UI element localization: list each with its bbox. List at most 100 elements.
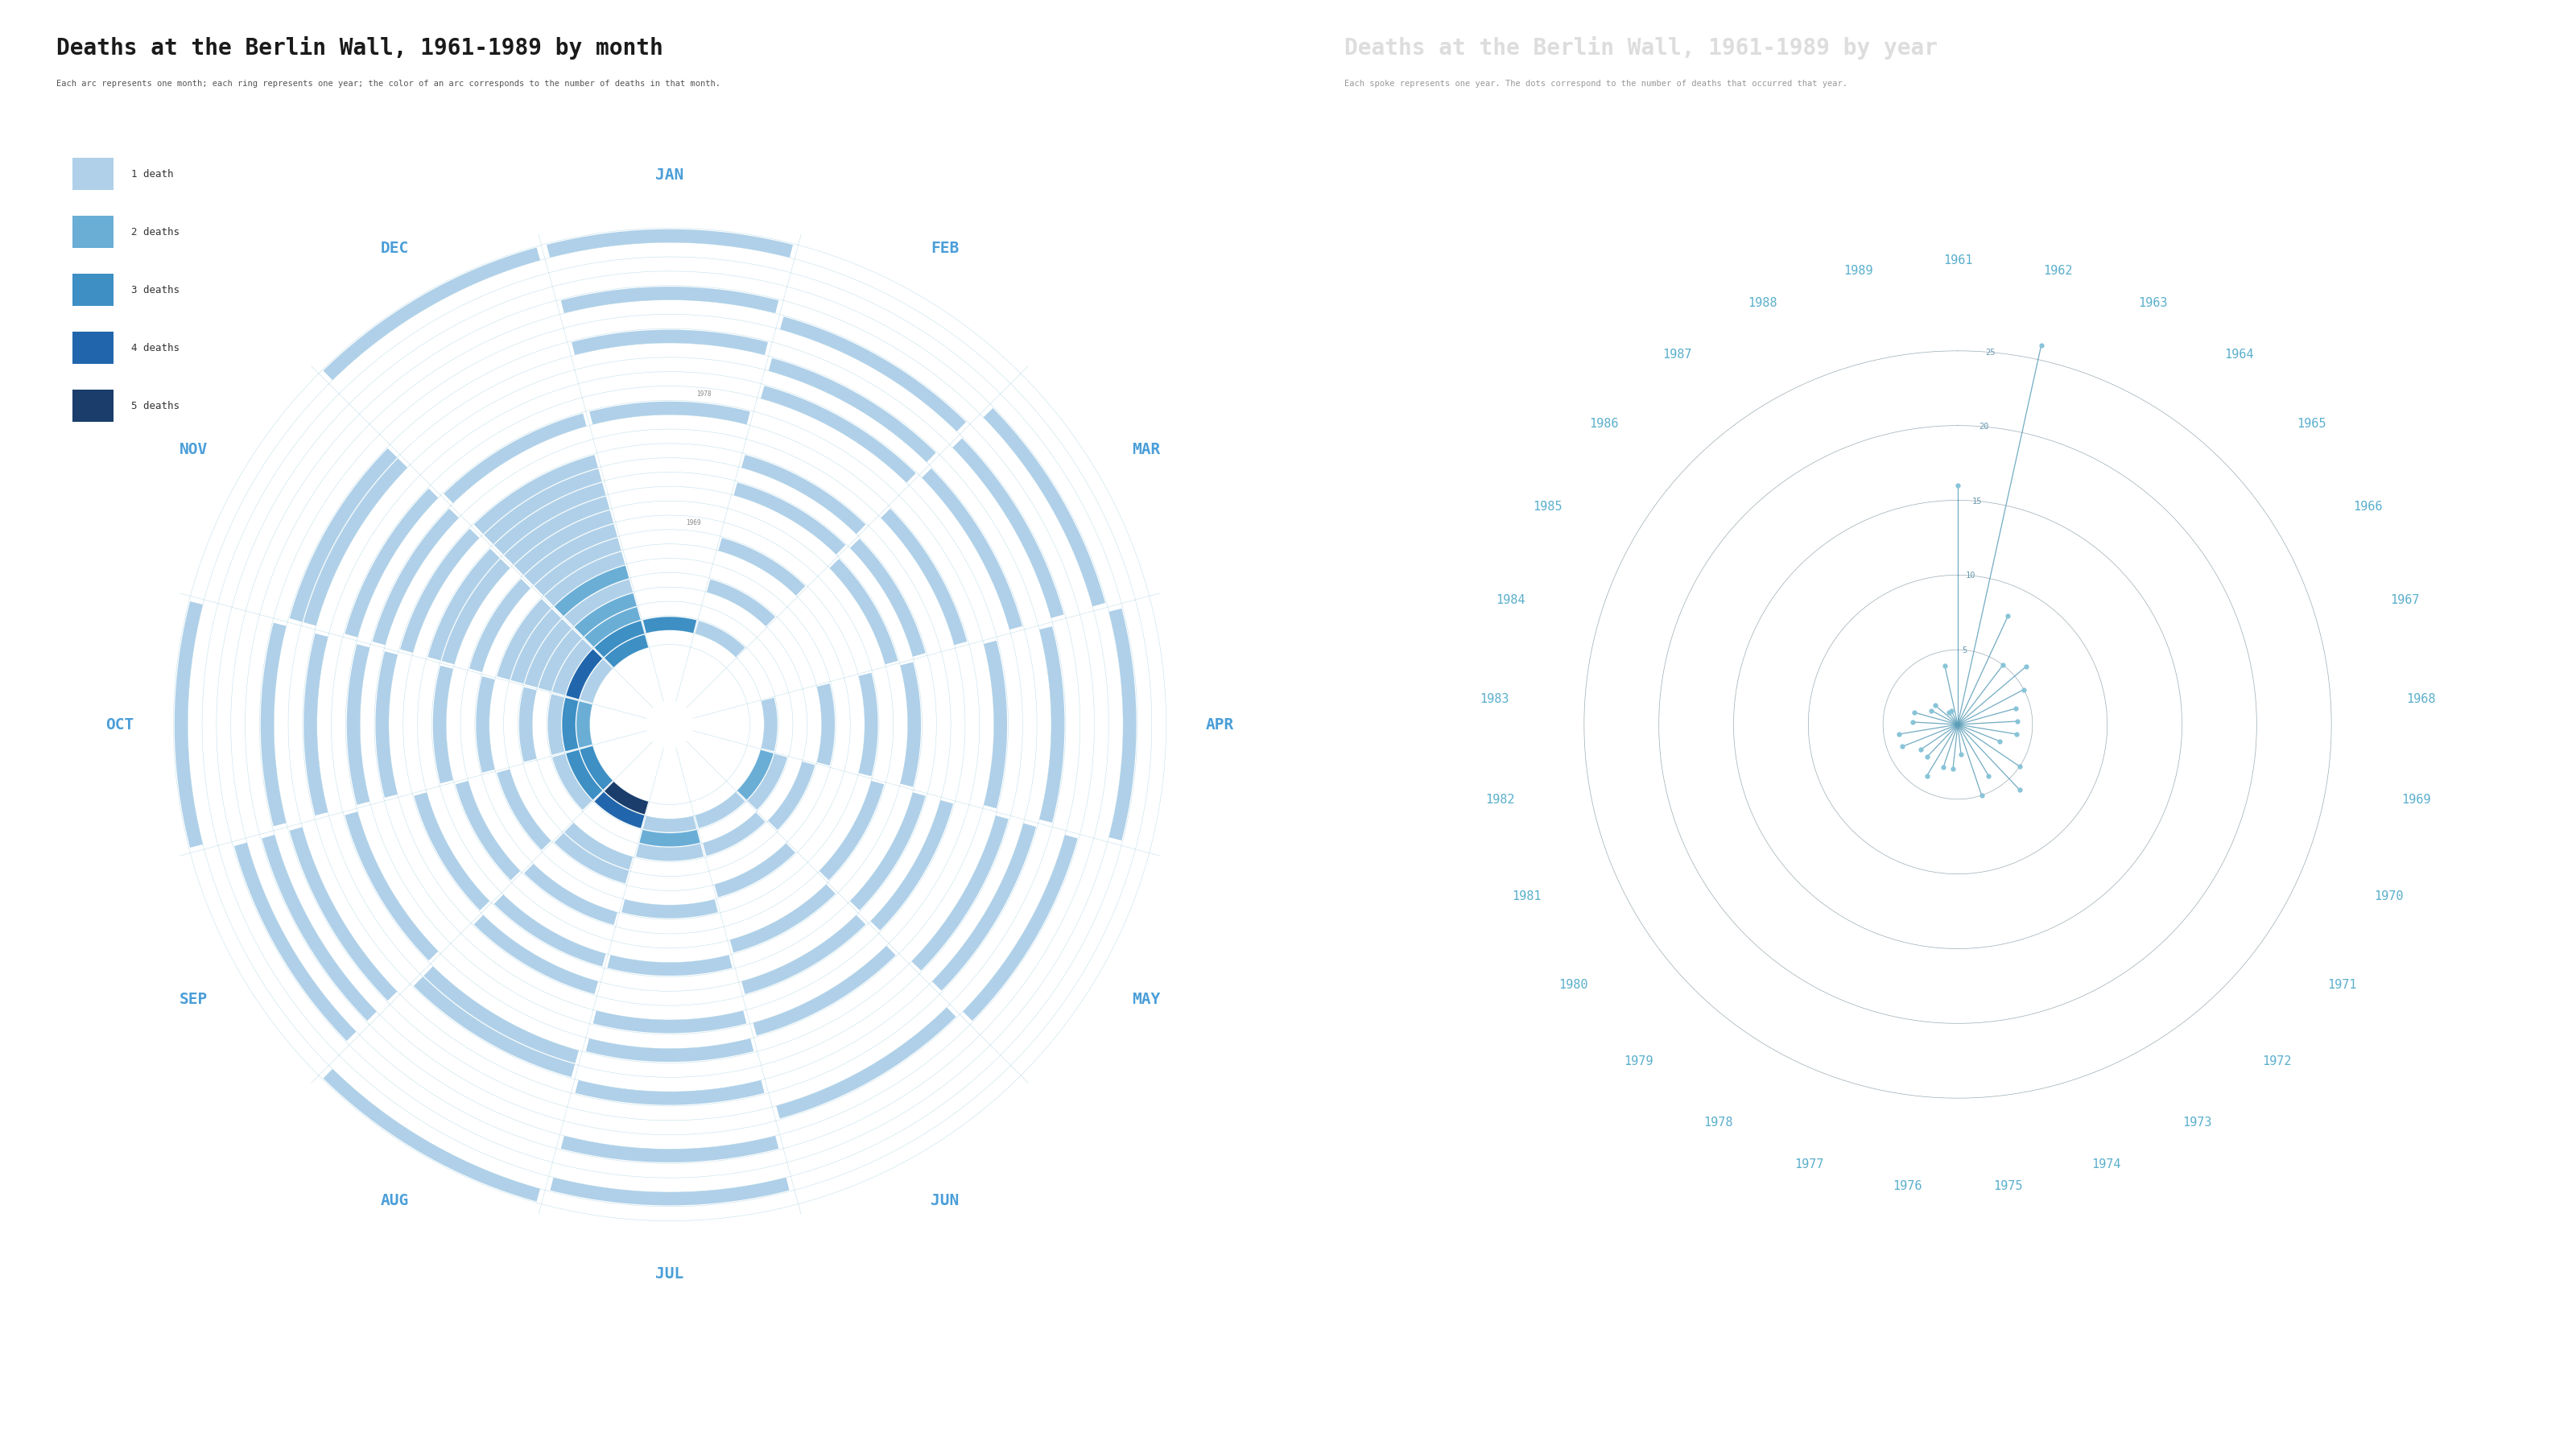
Polygon shape bbox=[567, 649, 603, 698]
Polygon shape bbox=[621, 900, 719, 919]
Polygon shape bbox=[520, 687, 536, 762]
Polygon shape bbox=[742, 916, 866, 994]
Polygon shape bbox=[719, 538, 806, 596]
Polygon shape bbox=[345, 811, 438, 961]
Polygon shape bbox=[234, 842, 355, 1040]
Polygon shape bbox=[595, 620, 644, 656]
Polygon shape bbox=[523, 864, 618, 924]
Text: JUL: JUL bbox=[654, 1266, 685, 1282]
Text: 10: 10 bbox=[1965, 571, 1976, 580]
Text: 1966: 1966 bbox=[2352, 501, 2383, 513]
Text: 1971: 1971 bbox=[2326, 980, 2357, 991]
Polygon shape bbox=[515, 510, 613, 575]
Text: 1974: 1974 bbox=[2092, 1158, 2120, 1171]
Polygon shape bbox=[572, 330, 768, 355]
Text: 1962: 1962 bbox=[2043, 265, 2071, 277]
Text: 1981: 1981 bbox=[1512, 890, 1540, 903]
Polygon shape bbox=[580, 659, 613, 703]
Polygon shape bbox=[871, 800, 953, 930]
Polygon shape bbox=[762, 698, 778, 751]
Polygon shape bbox=[322, 248, 541, 380]
Polygon shape bbox=[574, 1080, 765, 1106]
Polygon shape bbox=[768, 358, 935, 462]
Polygon shape bbox=[533, 538, 621, 596]
Text: 1986: 1986 bbox=[1589, 417, 1618, 430]
Polygon shape bbox=[696, 793, 744, 829]
Polygon shape bbox=[440, 559, 510, 664]
Polygon shape bbox=[523, 525, 618, 585]
Text: 1964: 1964 bbox=[2223, 349, 2254, 361]
Text: 1976: 1976 bbox=[1893, 1179, 1922, 1193]
Text: APR: APR bbox=[1206, 717, 1234, 732]
Text: 1969: 1969 bbox=[2401, 794, 2432, 806]
Polygon shape bbox=[348, 645, 371, 804]
Polygon shape bbox=[752, 946, 896, 1036]
Polygon shape bbox=[322, 1069, 541, 1201]
Polygon shape bbox=[963, 835, 1077, 1020]
Polygon shape bbox=[175, 601, 204, 848]
Polygon shape bbox=[592, 1010, 747, 1033]
Text: 5: 5 bbox=[1963, 646, 1968, 653]
Polygon shape bbox=[819, 781, 884, 880]
Polygon shape bbox=[881, 509, 966, 645]
Text: 1977: 1977 bbox=[1795, 1158, 1824, 1171]
Polygon shape bbox=[605, 635, 649, 668]
Polygon shape bbox=[1108, 609, 1136, 840]
Text: DEC: DEC bbox=[381, 241, 410, 256]
Polygon shape bbox=[304, 458, 407, 626]
Text: JAN: JAN bbox=[654, 167, 685, 183]
Polygon shape bbox=[505, 497, 611, 565]
Polygon shape bbox=[703, 813, 765, 856]
Text: 1980: 1980 bbox=[1558, 980, 1589, 991]
Text: 1967: 1967 bbox=[2391, 594, 2419, 606]
Text: 1972: 1972 bbox=[2262, 1055, 2293, 1068]
Polygon shape bbox=[912, 816, 1007, 971]
Text: NOV: NOV bbox=[180, 442, 209, 458]
Polygon shape bbox=[562, 287, 778, 313]
Text: AUG: AUG bbox=[381, 1193, 410, 1208]
Polygon shape bbox=[737, 751, 773, 800]
Polygon shape bbox=[585, 607, 641, 646]
Polygon shape bbox=[922, 468, 1023, 630]
Polygon shape bbox=[608, 955, 732, 975]
Text: 1970: 1970 bbox=[2375, 890, 2403, 903]
Polygon shape bbox=[714, 843, 796, 897]
Text: JUN: JUN bbox=[930, 1193, 958, 1208]
Polygon shape bbox=[422, 966, 580, 1064]
Polygon shape bbox=[477, 677, 495, 772]
Polygon shape bbox=[495, 483, 605, 555]
Polygon shape bbox=[526, 619, 572, 687]
Polygon shape bbox=[497, 598, 551, 680]
Polygon shape bbox=[289, 448, 397, 622]
Polygon shape bbox=[345, 488, 438, 638]
Polygon shape bbox=[747, 753, 788, 810]
Polygon shape bbox=[850, 539, 925, 656]
Polygon shape bbox=[554, 565, 629, 616]
Polygon shape bbox=[562, 698, 577, 751]
Polygon shape bbox=[984, 640, 1007, 809]
Polygon shape bbox=[551, 639, 592, 696]
Polygon shape bbox=[415, 977, 574, 1077]
Polygon shape bbox=[551, 1178, 788, 1206]
Polygon shape bbox=[595, 793, 644, 829]
Polygon shape bbox=[433, 665, 453, 784]
Text: 25: 25 bbox=[1986, 348, 1996, 356]
Polygon shape bbox=[484, 468, 603, 545]
Polygon shape bbox=[260, 623, 286, 826]
Polygon shape bbox=[549, 694, 564, 755]
Text: Each spoke represents one year. The dots correspond to the number of deaths that: Each spoke represents one year. The dots… bbox=[1345, 80, 1847, 88]
Polygon shape bbox=[399, 529, 479, 653]
Polygon shape bbox=[562, 1136, 778, 1162]
Text: FEB: FEB bbox=[930, 241, 958, 256]
Polygon shape bbox=[729, 884, 835, 952]
Text: Deaths at the Berlin Wall, 1961-1989 by year: Deaths at the Berlin Wall, 1961-1989 by … bbox=[1345, 36, 1937, 59]
Text: 1978: 1978 bbox=[696, 391, 711, 398]
Polygon shape bbox=[605, 781, 649, 814]
Polygon shape bbox=[742, 455, 866, 533]
Text: 1985: 1985 bbox=[1533, 501, 1564, 513]
Polygon shape bbox=[829, 559, 899, 664]
Polygon shape bbox=[1038, 626, 1064, 823]
Polygon shape bbox=[474, 455, 598, 533]
Text: 3 deaths: 3 deaths bbox=[131, 284, 180, 296]
Polygon shape bbox=[415, 793, 489, 910]
